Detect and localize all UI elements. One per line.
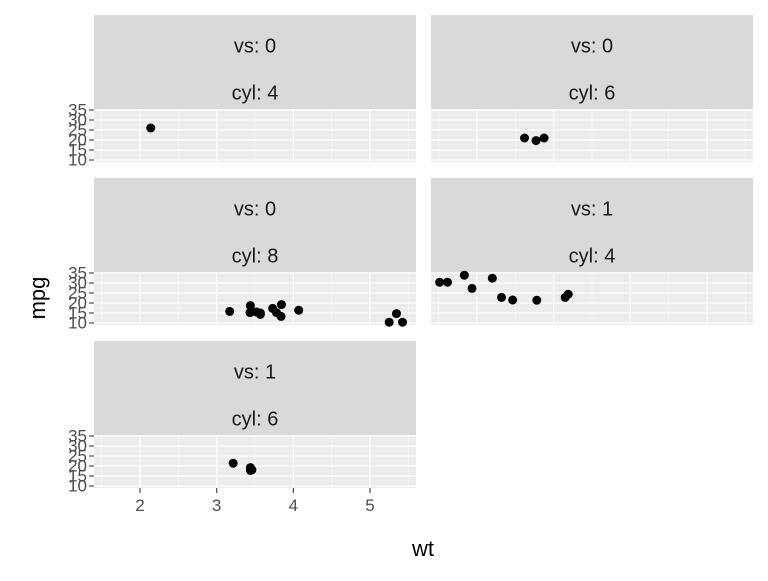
y-tick-label: 15	[68, 467, 87, 486]
y-tick-label: 30	[68, 437, 87, 456]
strip-label: vs: 1	[234, 361, 276, 383]
strip-label: vs: 0	[234, 35, 276, 57]
data-point	[508, 295, 518, 305]
data-point	[532, 295, 542, 305]
data-point	[435, 277, 445, 287]
y-tick-label: 10	[68, 151, 87, 170]
x-tick-label: 4	[289, 496, 298, 515]
data-point	[245, 465, 255, 475]
y-tick-label: 20	[68, 457, 87, 476]
y-tick-label: 35	[68, 427, 87, 446]
data-point	[539, 133, 549, 143]
facet-strip-3	[94, 178, 416, 272]
data-point	[487, 273, 497, 283]
y-tick-label: 10	[68, 314, 87, 333]
data-point	[560, 292, 570, 302]
strip-label: cyl: 6	[232, 408, 279, 430]
y-tick-label: 25	[68, 284, 87, 303]
data-point	[398, 317, 408, 327]
y-tick-label: 20	[68, 131, 87, 150]
data-point	[146, 123, 156, 133]
facet-strip-5	[94, 341, 416, 435]
data-point	[391, 309, 401, 319]
x-tick-label: 5	[365, 496, 374, 515]
data-point	[442, 277, 452, 287]
data-point	[467, 283, 477, 293]
strip-label: cyl: 4	[569, 245, 616, 267]
data-point	[520, 133, 530, 143]
y-tick-label: 15	[68, 141, 87, 160]
facet-strip-2	[431, 15, 753, 109]
data-point	[384, 317, 394, 327]
facet-strip-1	[94, 15, 416, 109]
data-point	[276, 300, 286, 310]
y-tick-label: 15	[68, 304, 87, 323]
y-tick-label: 20	[68, 294, 87, 313]
data-point	[245, 301, 255, 311]
data-point	[225, 306, 235, 316]
y-tick-label: 10	[68, 477, 87, 496]
x-tick-label: 2	[135, 496, 144, 515]
strip-label: vs: 1	[571, 198, 613, 220]
strip-label: vs: 0	[571, 35, 613, 57]
strip-label: cyl: 4	[232, 82, 279, 104]
strip-label: cyl: 6	[569, 82, 616, 104]
facet-strip-4	[431, 178, 753, 272]
y-axis-title: mpg	[25, 277, 50, 320]
data-point	[228, 458, 238, 468]
data-point	[497, 292, 507, 302]
y-tick-label: 30	[68, 274, 87, 293]
y-tick-label: 25	[68, 447, 87, 466]
data-point	[245, 308, 255, 318]
data-point	[531, 136, 541, 146]
strip-label: cyl: 8	[232, 245, 279, 267]
y-tick-label: 25	[68, 121, 87, 140]
strip-label: vs: 0	[234, 198, 276, 220]
x-tick-label: 3	[212, 496, 221, 515]
y-tick-label: 35	[68, 264, 87, 283]
y-tick-label: 30	[68, 111, 87, 130]
data-point	[255, 308, 265, 318]
y-tick-label: 35	[68, 101, 87, 120]
data-point	[276, 311, 286, 321]
data-point	[294, 305, 304, 315]
data-point	[459, 270, 469, 280]
x-axis-title: wt	[411, 536, 434, 561]
